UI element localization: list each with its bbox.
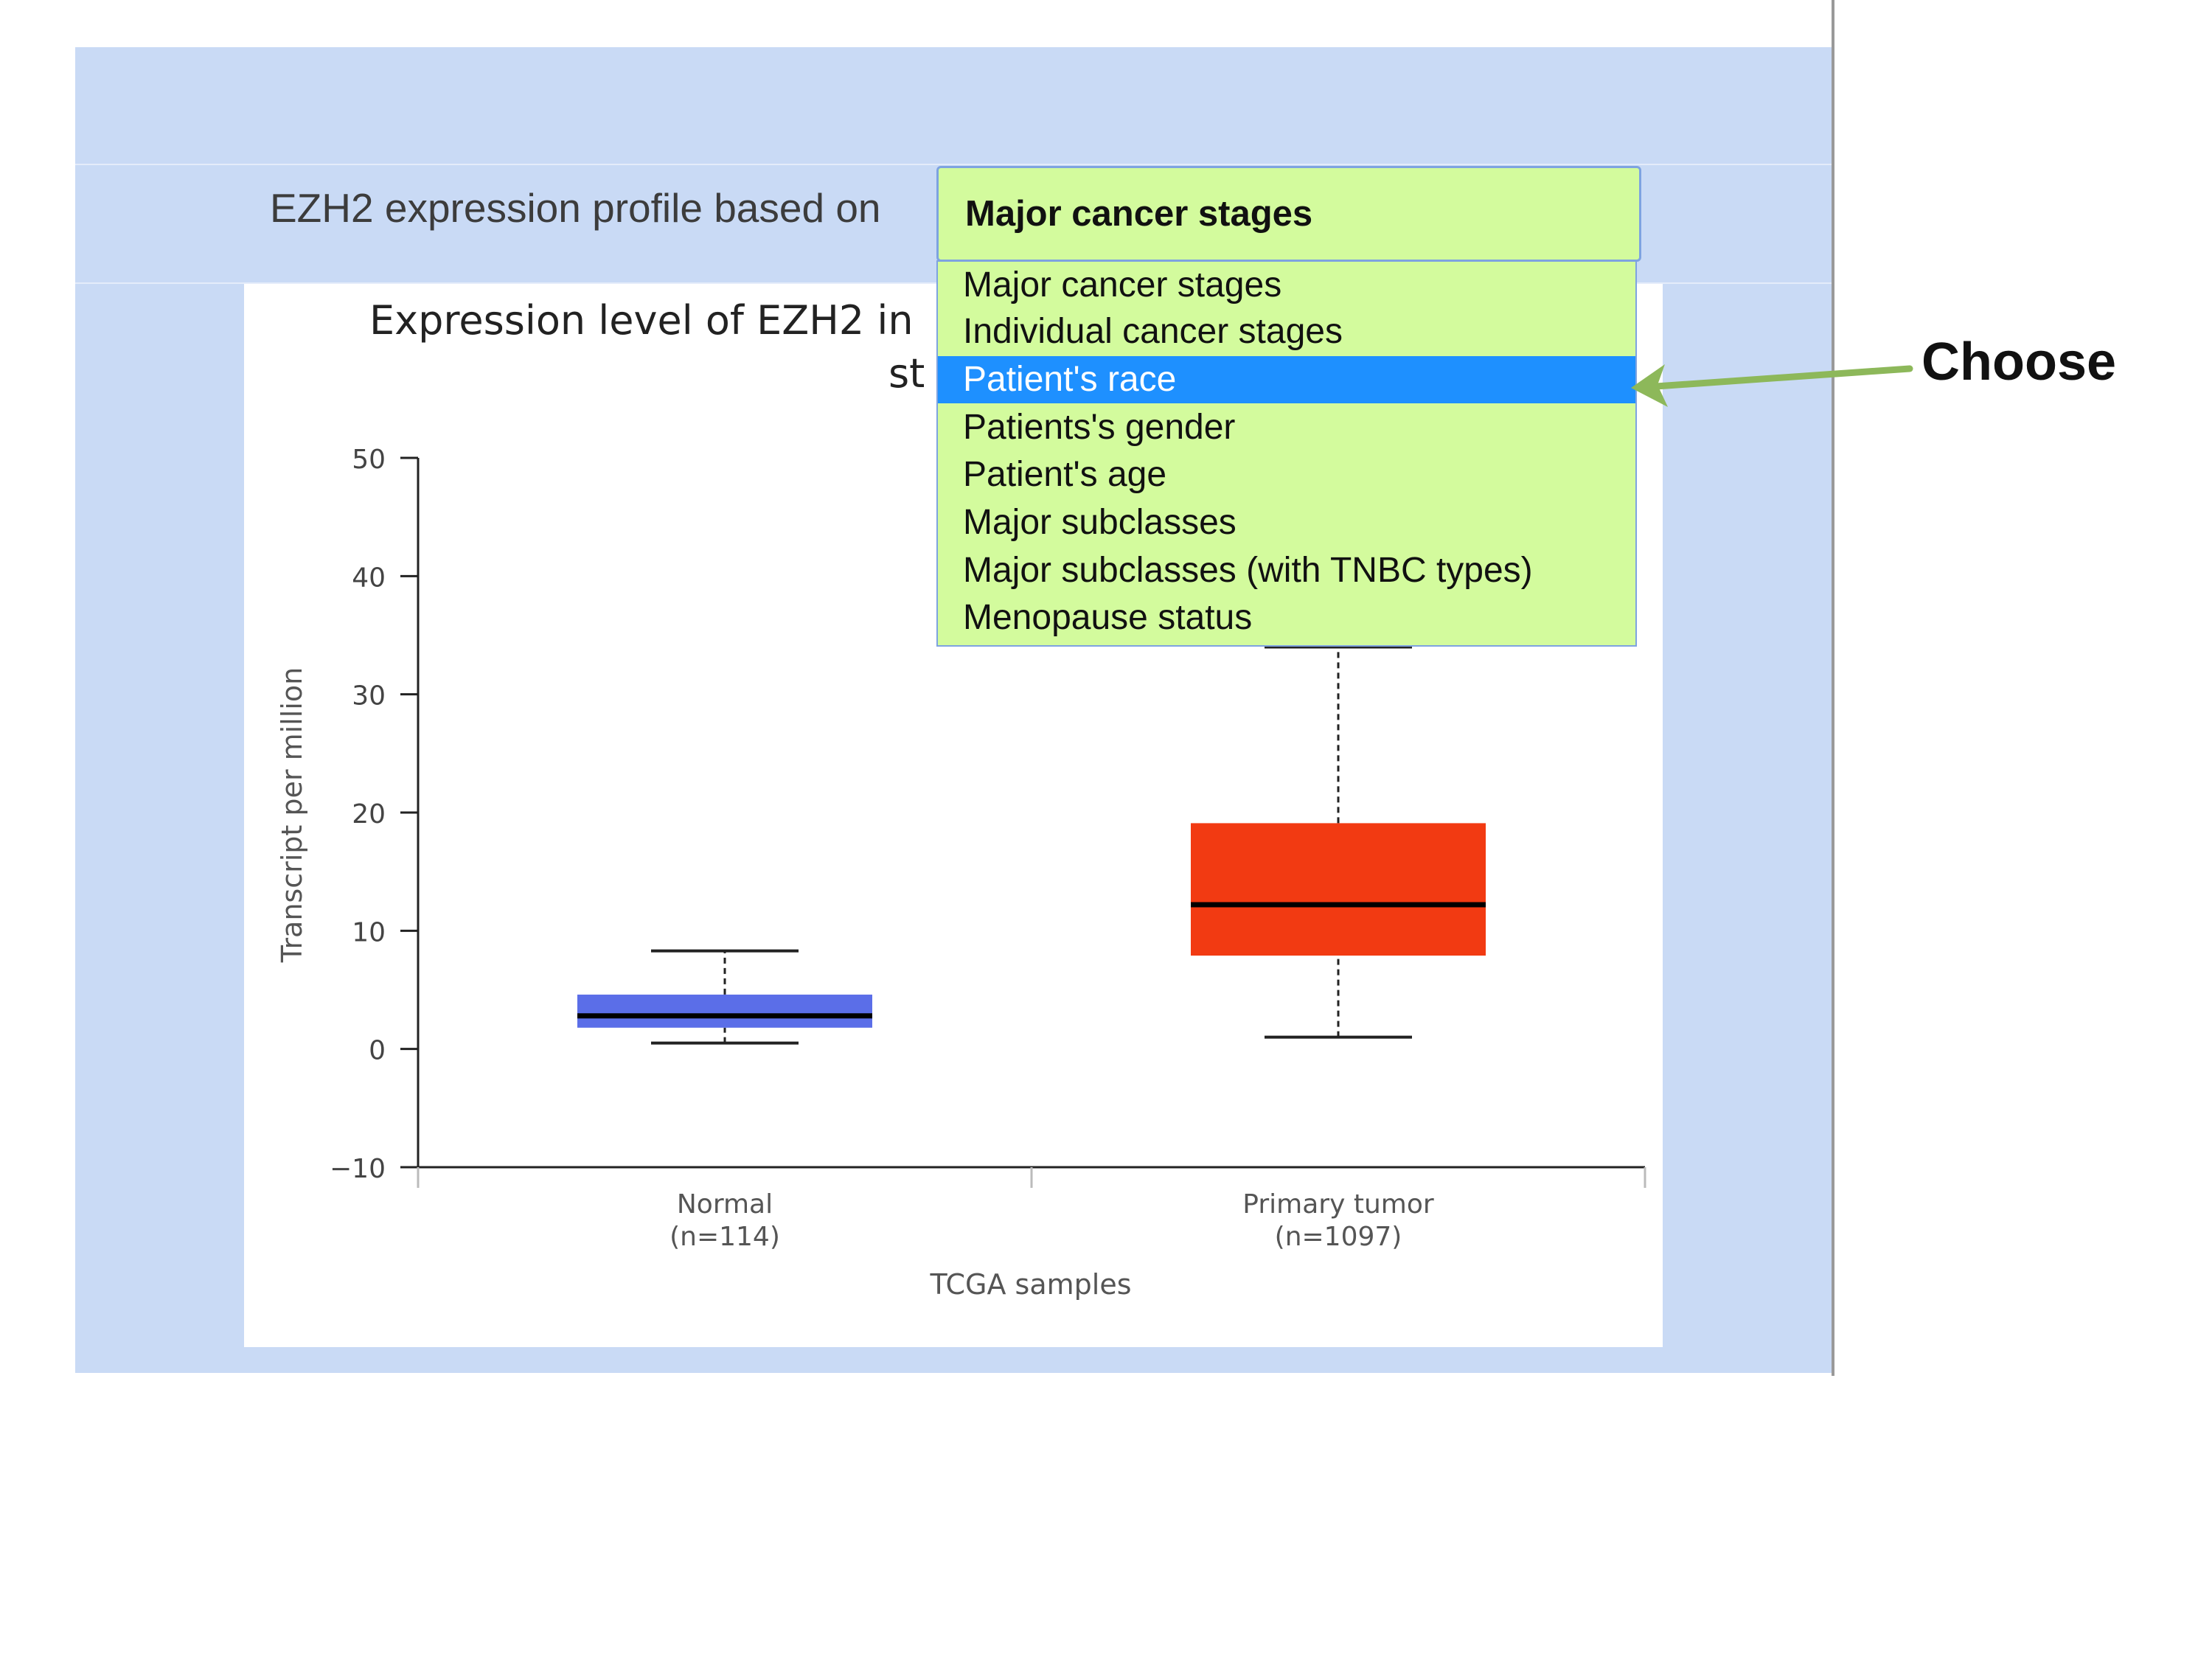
y-tick-label: 40: [352, 563, 386, 593]
dropdown-option[interactable]: Major subclasses (with TNBC types): [963, 551, 1533, 590]
y-tick-label: −10: [330, 1154, 386, 1184]
window-edge: [1832, 0, 1834, 1376]
y-axis-label: Transcript per million: [276, 667, 308, 963]
x-category-count: (n=1097): [1275, 1222, 1402, 1252]
chart-title: Expression level of EZH2 in: [369, 297, 914, 344]
profile-dropdown-list: Major cancer stages Individual cancer sta…: [936, 260, 1637, 647]
x-category-label: Primary tumor: [1242, 1189, 1434, 1220]
y-tick-label: 10: [352, 917, 386, 947]
box-normal: [577, 994, 872, 1028]
x-category-label: Normal: [677, 1189, 773, 1220]
y-tick-label: 50: [352, 445, 386, 475]
box-primary-tumor: [1191, 823, 1486, 956]
dropdown-option[interactable]: Patient's age: [963, 455, 1167, 494]
profile-select-value: Major cancer stages: [965, 194, 1313, 234]
y-tick-label: 20: [352, 799, 386, 830]
dropdown-option[interactable]: Menopause status: [963, 598, 1253, 637]
separator-top: [75, 164, 1832, 165]
dropdown-option[interactable]: Patient's race: [938, 356, 1635, 403]
y-tick-label: 0: [369, 1036, 386, 1066]
choose-annotation-label: Choose: [1921, 333, 2117, 392]
dropdown-option[interactable]: Major cancer stages: [963, 265, 1282, 305]
dropdown-option[interactable]: Patients's gender: [963, 408, 1236, 447]
dropdown-option[interactable]: Major subclasses: [963, 503, 1237, 542]
chart-svg: Expression level of EZH2 in st −10 0 10 20 3…: [276, 297, 1646, 1301]
chart-boxes: [577, 645, 1486, 1045]
y-tick-label: 30: [352, 681, 386, 712]
profile-prompt-label: EZH2 expression profile based on: [270, 185, 881, 231]
chart-title-line2: st: [888, 350, 925, 397]
dropdown-option[interactable]: Individual cancer stages: [963, 312, 1343, 351]
profile-select[interactable]: Major cancer stages: [936, 166, 1641, 262]
x-axis-label: TCGA samples: [930, 1268, 1132, 1301]
x-category-count: (n=114): [669, 1222, 780, 1252]
chart-axes: −10 0 10 20 30 40 50 Normal(n=114) Primary tumor…: [330, 445, 1646, 1252]
